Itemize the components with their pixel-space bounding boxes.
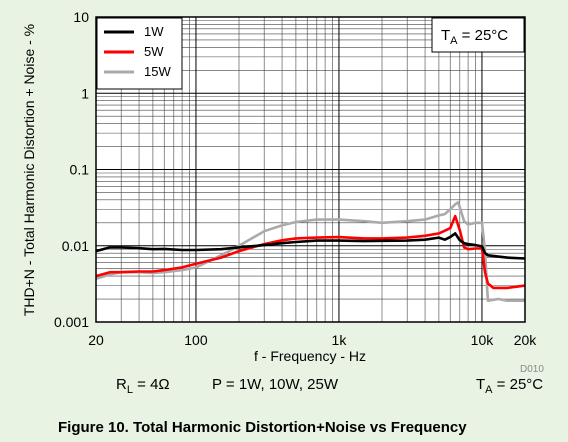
y-tick-label: 1 (81, 85, 89, 101)
legend: 1W 5W 15W (96, 17, 183, 90)
ambient-temperature-condition: TA = 25°C (476, 376, 543, 396)
y-tick-label: 0.1 (70, 162, 90, 178)
x-tick-label: 10k (471, 332, 495, 348)
x-tick-label: 20k (514, 332, 538, 348)
temperature-annotation-box (431, 17, 525, 53)
x-tick-label: 100 (184, 332, 208, 348)
y-tick-label: 10 (73, 9, 89, 25)
legend-label-15w: 15W (144, 64, 171, 79)
y-axis-title: THD+N - Total Harmonic Distortion + Nois… (21, 24, 37, 316)
series-line-15w (95, 201, 525, 303)
x-tick-label: 20 (88, 332, 104, 348)
temperature-annotation-text: TA = 25°C (441, 27, 508, 47)
figure-caption: Figure 10. Total Harmonic Distortion+Noi… (58, 419, 467, 436)
figure-code: D010 (520, 364, 544, 375)
plot-frame (95, 16, 526, 323)
legend-label-5w: 5W (144, 44, 164, 59)
series-line-5w (95, 214, 526, 290)
load-resistance-condition: RL = 4Ω (116, 376, 170, 396)
x-axis-title: f - Frequency - Hz (254, 348, 366, 364)
legend-label-1w: 1W (144, 24, 164, 39)
y-tick-labels: 0.001 0.01 0.1 1 10 (54, 9, 89, 330)
series-layer (95, 201, 526, 303)
temperature-annotation: TA = 25°C (431, 17, 525, 53)
y-tick-label: 0.01 (62, 238, 89, 254)
x-tick-labels: 20 100 1k 10k 20k (88, 332, 537, 348)
x-tick-label: 1k (332, 332, 348, 348)
y-tick-label: 0.001 (54, 314, 89, 330)
power-condition: P = 1W, 10W, 25W (212, 376, 339, 393)
series-line-1w (95, 232, 526, 260)
major-grid (96, 17, 525, 322)
